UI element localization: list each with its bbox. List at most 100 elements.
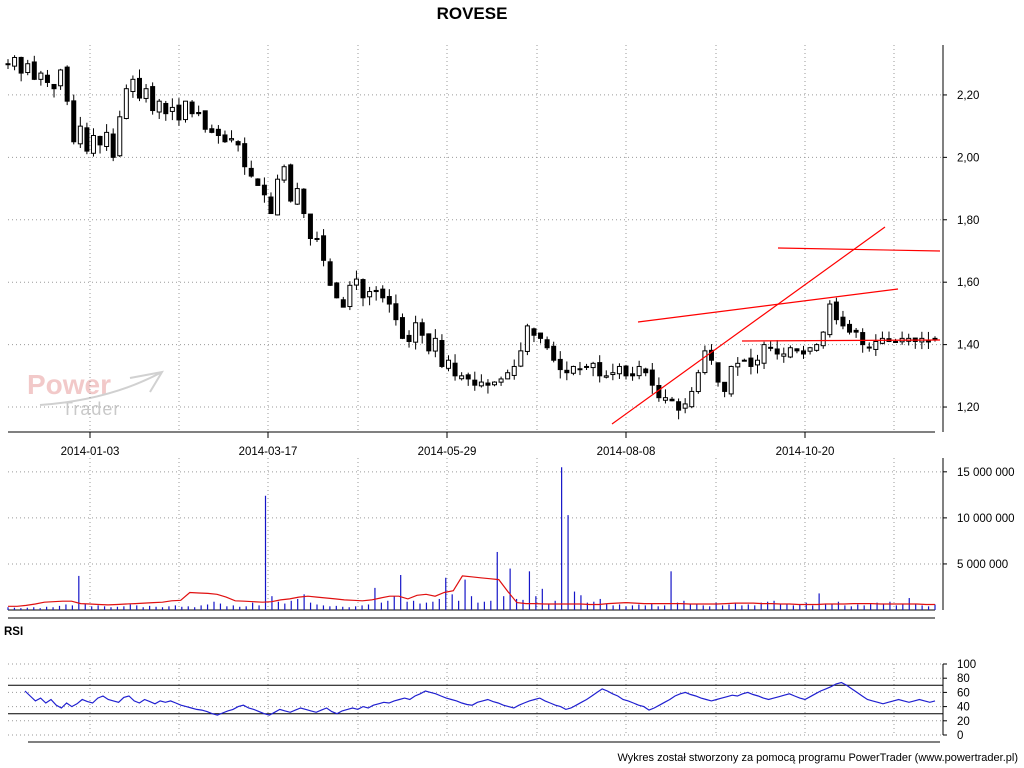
price-candle [189,101,195,115]
price-candle [373,289,379,293]
price-candle [314,238,320,240]
volume-panel: 15 000 000 10 000 000 5 000 000 [7,458,1015,619]
price-candle [117,116,123,157]
price-candle [261,184,267,196]
price-candle [110,133,116,158]
price-candle [432,337,438,352]
price-candle [689,390,695,408]
price-candle [702,350,708,374]
price-candle [255,178,261,186]
price-candle [472,379,478,386]
price-candle [169,106,175,112]
powertrader-logo: Power Trader [27,369,165,419]
price-candle [551,345,557,361]
price-candle [419,322,425,336]
x-tick-label: 2014-01-03 [61,446,120,458]
price-candle [873,340,879,350]
price-candle [202,110,208,130]
price-candle [840,316,846,327]
price-candle [610,372,616,376]
price-candle [347,284,353,308]
price-candle [630,373,636,377]
price-candle [505,372,511,380]
price-candle [268,196,274,215]
price-candle [84,127,90,152]
price-candle [577,368,583,371]
logo-swoosh-icon [39,370,165,406]
price-candle [801,350,807,355]
price-candle [465,374,471,380]
price-candle [814,344,820,351]
trend-line [611,226,886,425]
price-candle [25,63,31,74]
price-candle [761,344,767,364]
price-candle [649,369,655,386]
price-candle [452,362,458,377]
price-candle [242,143,248,168]
y-tick-label: 0 [957,730,963,742]
price-candle [597,362,603,377]
price-candle [768,346,774,349]
price-candle [18,56,24,74]
price-candle [754,359,760,366]
x-tick-label: 2014-05-29 [418,446,477,458]
trend-line [637,288,899,323]
price-candle [176,104,182,121]
price-candle [235,141,241,146]
price-candle [682,403,688,409]
price-candle [715,362,721,383]
price-candle [31,61,37,80]
price-candle [64,66,70,102]
price-candle [156,100,162,113]
price-candle [511,365,517,376]
price-candle [426,333,432,352]
price-candle [360,279,366,299]
price-candle [531,328,537,336]
price-candle [643,368,649,374]
price-candle [71,100,77,143]
price-candle [860,332,866,346]
price-candle [445,359,451,369]
logo-text-trader: Trader [62,399,120,419]
price-candle [662,397,668,401]
price-candle [196,112,202,115]
price-candle [735,362,741,368]
price-candle [570,365,576,374]
price-candle [209,128,215,133]
chart-title: ROVESE [437,4,508,23]
price-candle [741,359,747,362]
price-candle [386,296,392,305]
price-panel: 2,20 2,00 1,80 1,60 1,40 1,20 2014-01-03 2014-0… [5,45,979,458]
price-candle [183,100,189,121]
y-tick-label: 1,20 [957,402,979,414]
price-candle [104,131,110,148]
price-candle [327,261,333,286]
price-candle [38,72,44,80]
price-candle [695,372,701,393]
price-candle [439,340,445,367]
price-candle [603,375,609,378]
price-candle [340,299,346,308]
y-tick-label: 40 [957,702,970,714]
price-candle [380,288,386,299]
price-candle [248,167,254,177]
price-candle [708,349,714,361]
price-candle [150,86,156,112]
x-tick-label: 2014-03-17 [239,446,298,458]
y-tick-label: 20 [957,716,970,728]
price-candle [97,135,103,146]
price-candle [636,365,642,377]
price-candle [367,291,373,298]
trend-line [741,339,941,342]
logo-text-power: Power [27,369,111,400]
y-tick-label: 2,00 [957,152,979,164]
price-candle [143,88,149,99]
price-candle [774,348,780,355]
price-candle [334,282,340,299]
price-candle [51,83,57,90]
price-candle [893,340,899,343]
price-candle [748,357,754,367]
price-candle [722,381,728,392]
price-candle [794,348,800,352]
